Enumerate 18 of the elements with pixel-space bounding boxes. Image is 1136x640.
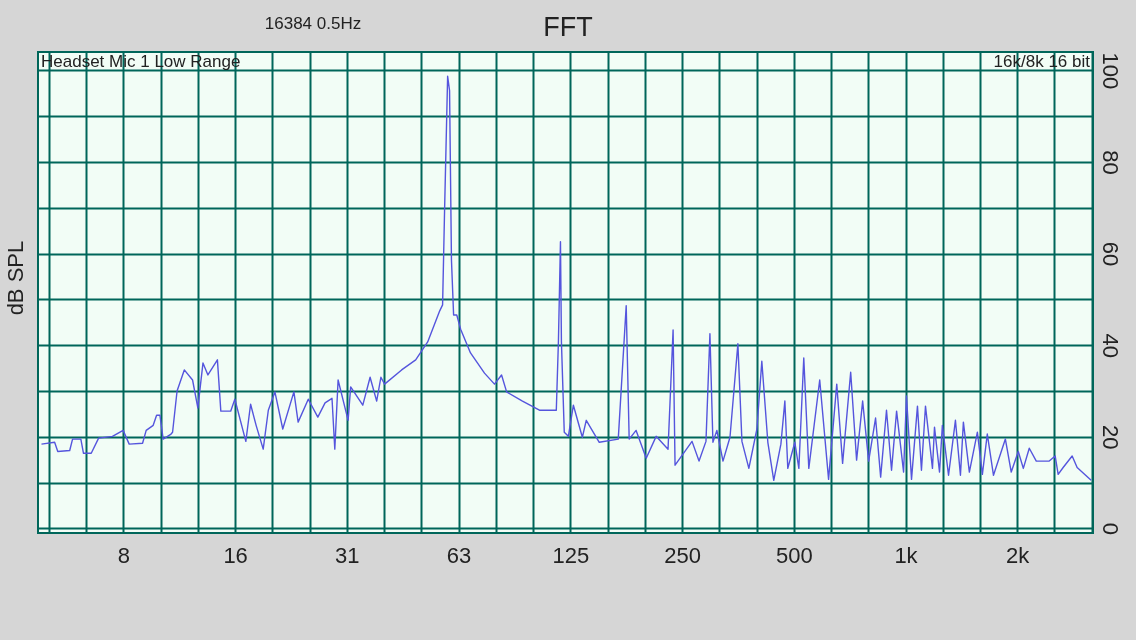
- y-tick-label: 60: [1097, 241, 1123, 267]
- x-tick-label: 500: [775, 542, 813, 568]
- y-tick-label: 80: [1097, 150, 1123, 175]
- x-tick-label: 8: [117, 542, 131, 568]
- x-tick-label: 125: [552, 542, 590, 568]
- y-tick-label: 100: [1097, 52, 1123, 90]
- y-tick-label: 20: [1097, 425, 1123, 450]
- text: 16384 0.5Hz: [264, 14, 362, 33]
- x-tick-label: 2k: [1006, 542, 1031, 568]
- x-tick-label: 16: [223, 542, 248, 568]
- y-tick-label: 0: [1097, 522, 1123, 536]
- x-tick-label: 250: [664, 542, 701, 568]
- x-tick-label: 1k: [894, 542, 919, 568]
- x-tick-label: 31: [335, 542, 360, 568]
- y-tick-label: 40: [1097, 333, 1123, 358]
- y-axis-title: dB SPL: [3, 240, 28, 316]
- chart-title: FFT: [543, 12, 593, 42]
- x-tick-label: 63: [446, 542, 472, 568]
